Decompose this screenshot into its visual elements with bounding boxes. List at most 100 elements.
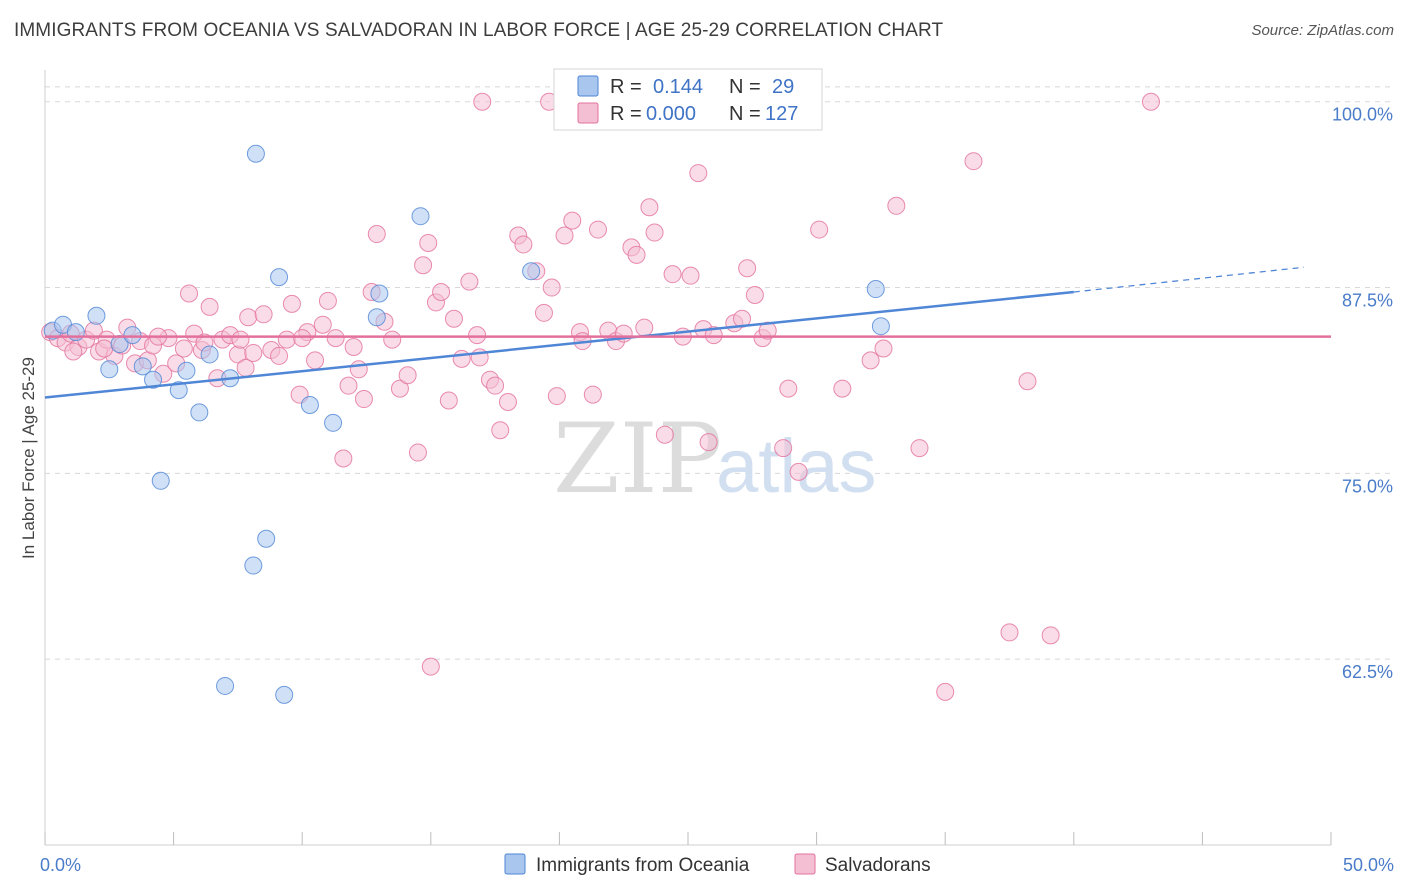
salvadoran-point-121 <box>468 326 487 345</box>
stats-swatch-oceania <box>577 75 599 97</box>
salvadoran-point-104 <box>887 196 906 215</box>
salvadoran-point-85 <box>663 265 682 284</box>
oceania-trend-line <box>44 290 1074 399</box>
salvadoran-point-40 <box>326 329 345 348</box>
oceania-point-23 <box>367 308 386 327</box>
salvadoran-point-123 <box>704 326 723 345</box>
x-tick-label-0: 0.0% <box>40 855 81 875</box>
salvadoran-point-105 <box>910 439 929 458</box>
oceania-point-6 <box>123 326 142 345</box>
salvadoran-point-53 <box>419 233 438 252</box>
y-tick-label-1: 75.0% <box>1342 476 1393 496</box>
salvadoran-point-52 <box>414 256 433 275</box>
salvadoran-point-84 <box>655 425 674 444</box>
salvadoran-point-66 <box>514 235 533 254</box>
x-axis-tick-labels: 0.0% 50.0% <box>40 855 1394 875</box>
stats-n-label-oceania: N = <box>729 76 761 98</box>
stats-n-value-oceania: 29 <box>772 76 794 98</box>
oceania-point-12 <box>190 403 209 422</box>
oceania-point-7 <box>133 357 152 376</box>
salvadoran-point-88 <box>689 164 708 183</box>
oceania-point-9 <box>151 471 170 490</box>
salvadoran-point-72 <box>563 211 582 230</box>
salvadoran-point-44 <box>354 390 373 409</box>
salvadoran-point-97 <box>774 439 793 458</box>
chart-title: IMMIGRANTS FROM OCEANIA VS SALVADORAN IN… <box>14 20 944 41</box>
salvadoran-point-62 <box>486 376 505 395</box>
oceania-point-20 <box>275 685 294 704</box>
oceania-point-10 <box>169 381 188 400</box>
salvadoran-point-42 <box>339 376 358 395</box>
salvadoran-point-34 <box>282 294 301 313</box>
salvadoran-point-87 <box>681 266 700 285</box>
salvadoran-point-28 <box>236 358 255 377</box>
oceania-point-25 <box>411 207 430 226</box>
salvadoran-point-38 <box>313 315 332 334</box>
legend: Immigrants from Oceania Salvadorans <box>504 853 931 876</box>
stats-n-label-salvadorans: N = <box>729 103 761 125</box>
salvadoran-point-108 <box>1000 623 1019 642</box>
legend-swatch-salvadorans <box>794 853 816 875</box>
stats-r-label-oceania: R = <box>610 76 642 98</box>
stats-n-value-salvadorans: 127 <box>765 103 798 125</box>
y-tick-label-2: 87.5% <box>1342 291 1393 311</box>
salvadoran-point-102 <box>861 351 880 370</box>
legend-swatch-oceania <box>504 853 526 875</box>
salvadoran-point-64 <box>498 393 517 412</box>
stats-r-value-oceania: 0.144 <box>653 76 703 98</box>
salvadoran-point-31 <box>254 305 273 324</box>
oceania-point-16 <box>244 556 263 575</box>
stats-box-frame <box>553 68 823 131</box>
salvadoran-point-46 <box>367 225 386 244</box>
salvadoran-point-71 <box>555 226 574 245</box>
salvadoran-point-20 <box>180 284 199 303</box>
salvadoran-point-39 <box>318 291 337 310</box>
salvadoran-point-98 <box>779 379 798 398</box>
salvadoran-point-90 <box>699 433 718 452</box>
oceania-point-4 <box>100 360 119 379</box>
salvadoran-point-116 <box>64 342 83 361</box>
salvadoran-point-49 <box>390 379 409 398</box>
stats-r-label-salvadorans: R = <box>610 103 642 125</box>
salvadoran-point-29 <box>239 308 258 327</box>
x-axis-ticks <box>44 832 1332 845</box>
y-tick-label-0: 62.5% <box>1342 662 1393 682</box>
salvadoran-point-119 <box>344 338 363 357</box>
stats-box: R = 0.144 N = 29 R = 0.000 N = 127 <box>553 68 823 131</box>
y-tick-label-3: 100.0% <box>1332 105 1393 125</box>
source-credit: Source: ZipAtlas.com <box>1251 22 1394 39</box>
oceania-point-11 <box>177 361 196 380</box>
salvadoran-point-103 <box>874 339 893 358</box>
y-axis-title: In Labor Force | Age 25-29 <box>19 357 38 559</box>
legend-label-oceania: Immigrants from Oceania <box>536 855 750 876</box>
oceania-trend-extension <box>1073 266 1305 293</box>
stats-swatch-salvadorans <box>577 102 599 124</box>
salvadoran-point-50 <box>398 366 417 385</box>
oceania-point-19 <box>270 268 289 287</box>
legend-label-salvadorans: Salvadorans <box>825 855 931 876</box>
salvadoran-point-107 <box>964 152 983 171</box>
salvadoran-point-111 <box>421 657 440 676</box>
x-tick-label-1: 50.0% <box>1343 855 1394 875</box>
oceania-point-18 <box>257 529 276 548</box>
salvadoran-point-118 <box>277 330 296 349</box>
salvadoran-point-63 <box>491 421 510 440</box>
salvadoran-point-51 <box>408 443 427 462</box>
salvadoran-point-48 <box>383 330 402 349</box>
salvadoran-point-115 <box>1141 92 1160 111</box>
oceania-point-13 <box>200 345 219 364</box>
salvadoran-point-41 <box>334 449 353 468</box>
salvadoran-point-68 <box>534 303 553 322</box>
salvadoran-point-37 <box>306 351 325 370</box>
salvadoran-point-55 <box>432 283 451 302</box>
watermark-zip: ZIP <box>553 403 722 515</box>
salvadoran-point-112 <box>473 92 492 111</box>
salvadoran-point-82 <box>645 223 664 242</box>
oceania-point-28 <box>866 280 885 299</box>
salvadoran-point-69 <box>542 278 561 297</box>
oceania-point-3 <box>87 306 106 325</box>
salvadoran-point-19 <box>174 339 193 358</box>
trend-lines <box>44 266 1331 399</box>
salvadoran-point-124 <box>293 329 312 348</box>
